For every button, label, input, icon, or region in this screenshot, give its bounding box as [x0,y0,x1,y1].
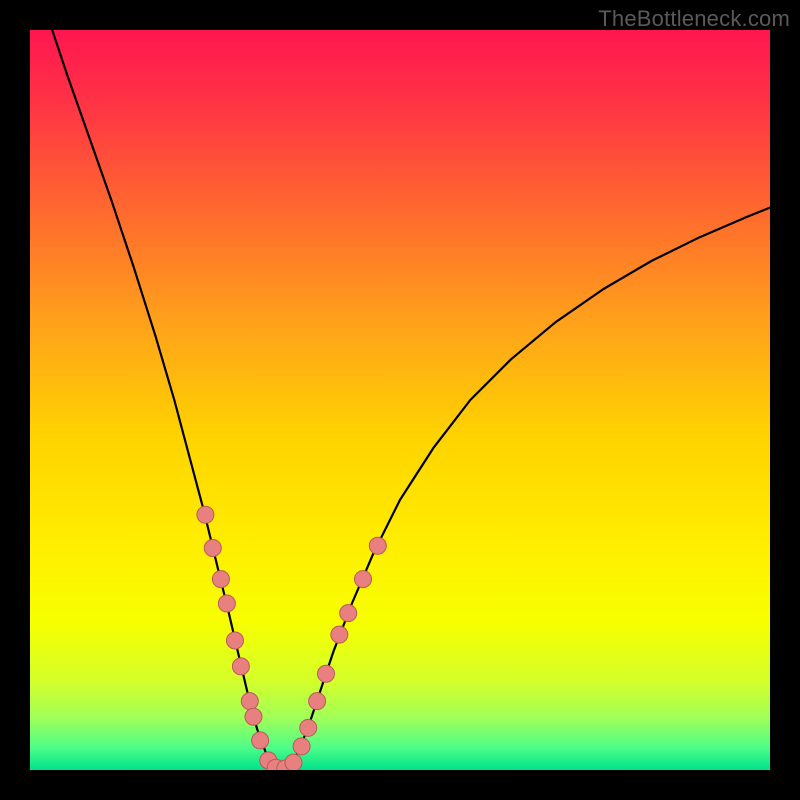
data-marker [245,708,262,725]
data-marker [293,738,310,755]
data-marker [309,693,326,710]
data-marker [285,754,302,770]
bottleneck-chart [30,30,770,770]
data-marker [197,506,214,523]
data-marker [355,571,372,588]
data-marker [300,719,317,736]
data-marker [331,626,348,643]
data-marker [241,693,258,710]
data-marker [340,605,357,622]
chart-svg [30,30,770,770]
data-marker [212,571,229,588]
watermark-text: TheBottleneck.com [598,6,790,32]
data-marker [318,665,335,682]
data-marker [204,540,221,557]
gradient-background [30,30,770,770]
data-marker [232,658,249,675]
data-marker [226,632,243,649]
data-marker [218,595,235,612]
data-marker [369,537,386,554]
data-marker [252,732,269,749]
